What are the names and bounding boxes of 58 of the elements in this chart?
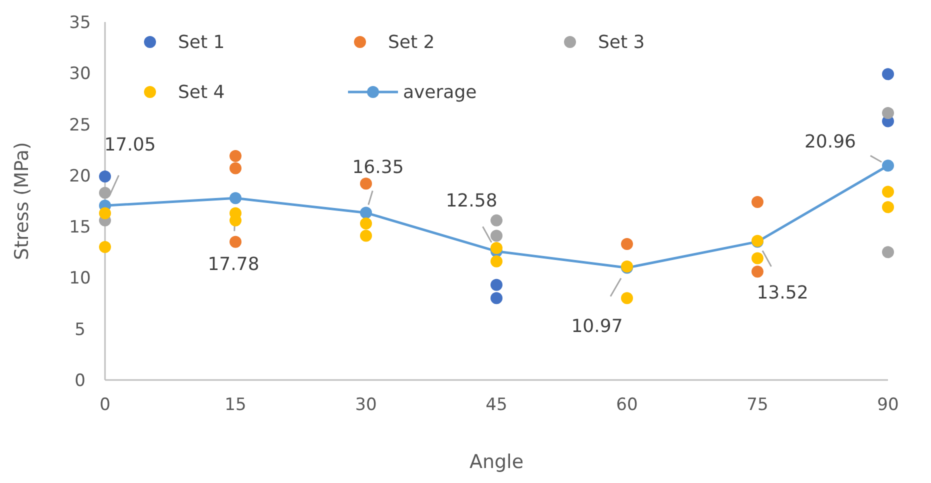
point [621, 292, 633, 304]
x-tick-label: 60 [616, 395, 638, 415]
data-label: 17.78 [208, 254, 260, 276]
point [752, 252, 764, 264]
x-tick-label: 30 [355, 395, 377, 415]
y-tick-label: 0 [74, 371, 86, 391]
point [360, 178, 372, 190]
point [752, 196, 764, 208]
point [230, 236, 242, 248]
x-tick-label: 45 [486, 395, 508, 415]
y-tick-label: 15 [69, 218, 91, 238]
point [882, 107, 894, 120]
point [360, 206, 372, 219]
point [230, 162, 242, 174]
point [882, 186, 894, 198]
data-label: 16.35 [352, 156, 404, 178]
point [621, 238, 633, 250]
data-label: 12.58 [446, 190, 498, 212]
point [882, 246, 894, 258]
point [490, 230, 502, 242]
x-tick-label: 75 [746, 395, 768, 415]
point [490, 255, 502, 268]
x-tick-label: 90 [877, 395, 899, 415]
legend-label: Set 1 [178, 32, 225, 53]
y-tick-label: 25 [69, 115, 91, 136]
point [230, 150, 242, 162]
legend-label: Set 3 [598, 32, 645, 53]
point [882, 201, 894, 214]
point [490, 242, 502, 254]
point [882, 160, 894, 172]
point [360, 218, 372, 230]
y-tick-label: 5 [74, 320, 86, 340]
x-tick-label: 15 [224, 395, 246, 415]
data-label: 10.97 [571, 316, 623, 337]
point [99, 186, 111, 199]
y-axis-title: Stress (MPa) [11, 142, 33, 260]
y-tick-label: 30 [69, 64, 91, 84]
x-tick-label: 0 [100, 395, 110, 415]
point [752, 266, 764, 278]
point [882, 68, 894, 80]
legend-label: average [403, 82, 477, 103]
y-tick-label: 35 [69, 13, 91, 33]
point [490, 292, 502, 304]
x-axis-title: Angle [469, 451, 524, 473]
data-label: 17.05 [104, 134, 156, 156]
point [99, 207, 111, 220]
legend-label: Set 2 [388, 32, 435, 53]
data-label: 13.52 [756, 282, 808, 304]
point [490, 278, 502, 291]
point [230, 192, 242, 204]
data-label: 20.96 [804, 132, 856, 153]
y-tick-label: 20 [69, 166, 91, 186]
point [360, 230, 372, 242]
point [490, 214, 502, 226]
legend-label: Set 4 [178, 82, 225, 103]
point [99, 170, 111, 182]
point [99, 241, 111, 254]
y-tick-label: 10 [69, 268, 91, 289]
